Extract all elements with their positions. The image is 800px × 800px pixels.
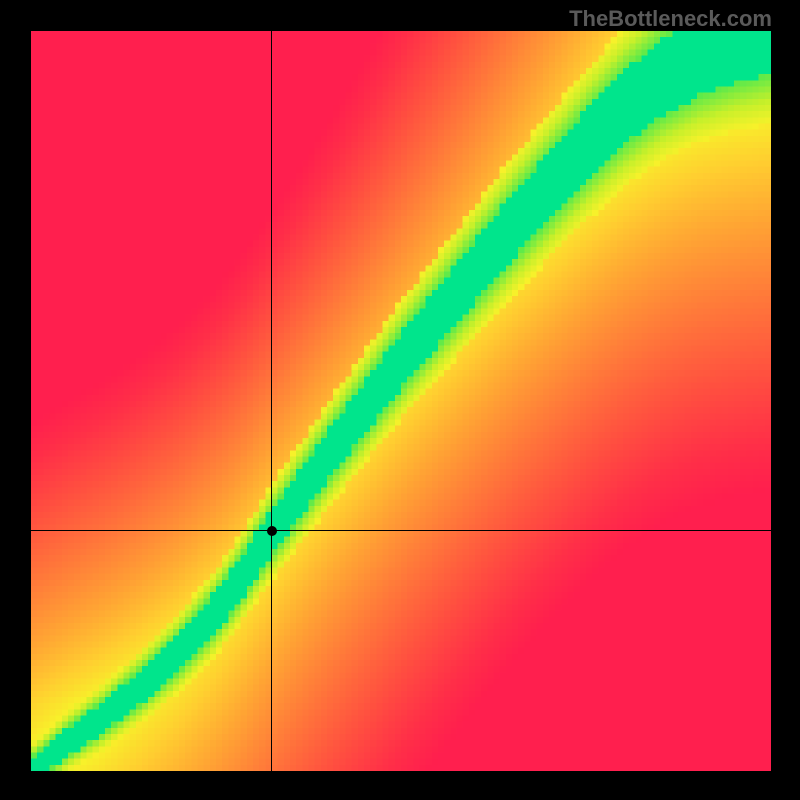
watermark-text: TheBottleneck.com: [569, 6, 772, 32]
bottleneck-heatmap: [31, 31, 771, 771]
chart-container: TheBottleneck.com: [0, 0, 800, 800]
crosshair-horizontal: [31, 530, 771, 531]
selected-point: [267, 526, 277, 536]
crosshair-vertical: [271, 31, 272, 771]
